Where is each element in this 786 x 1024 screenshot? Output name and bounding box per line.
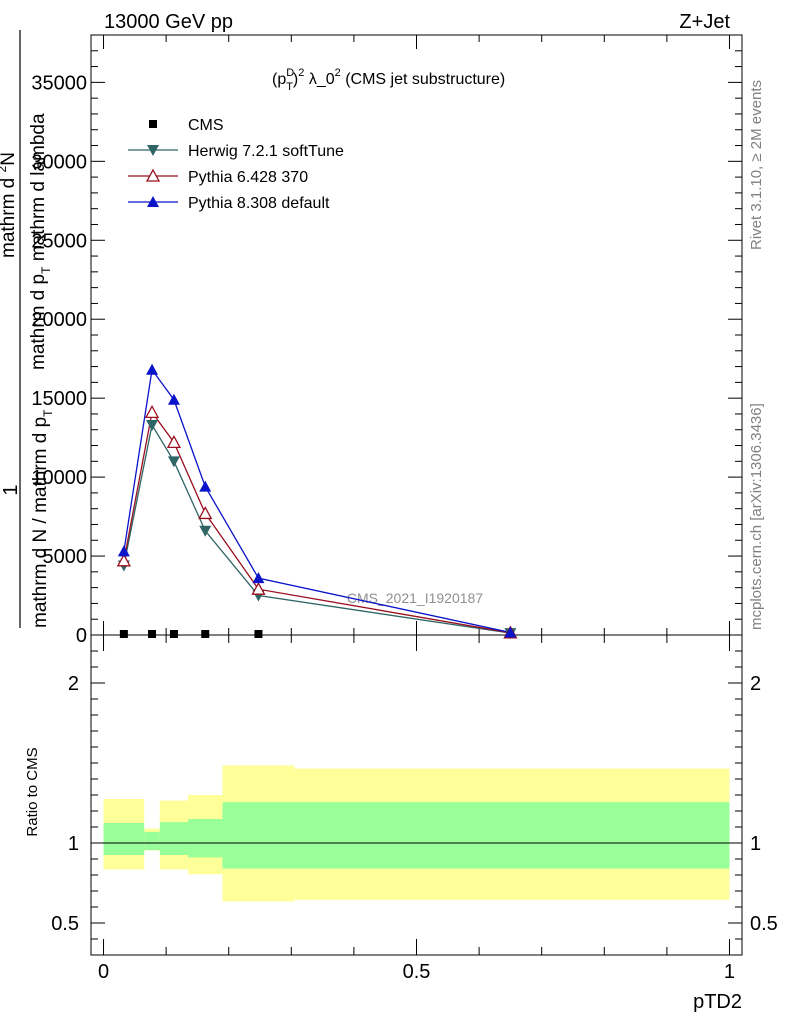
series-3-point [167,393,180,405]
main-y-tick-label: 25000 [31,230,87,252]
series-3-point [199,480,212,492]
header-left-label: 13000 GeV pp [104,11,233,33]
legend-marker-2 [145,168,161,182]
legend-marker-3 [147,196,159,207]
main-y-tick-label: 30000 [31,151,87,173]
ratio-y-tick-label-right: 0.5 [750,913,778,935]
x-axis-label: pTD2 [693,991,742,1013]
series-layer [116,363,518,640]
legend-label-3: Pythia 8.308 default [188,195,330,212]
series-0-point [119,630,128,638]
ratio-band-inner-1 [144,831,160,851]
rivet-version-label: Rivet 3.1.10, ≥ 2M events [748,80,765,250]
ratio-axis-ticks [91,635,742,955]
main-y-tick-label: 35000 [31,72,87,94]
mcplots-credit-label: mcplots.cern.ch [arXiv:1306.3436] [748,403,765,630]
series-3-point [252,572,265,584]
main-y-tick-label: 10000 [31,467,87,489]
y-label-one: 1 [0,484,22,495]
main-y-tick-label: 15000 [31,388,87,410]
series-3-point [117,545,130,557]
series-2-point [144,405,160,419]
ratio-bands [103,765,730,902]
series-2-point [198,506,213,520]
ratio-y-tick-label: 1 [68,833,79,855]
legend-label-2: Pythia 6.428 370 [188,169,308,186]
legend-label-1: Herwig 7.2.1 softTune [188,143,344,160]
series-3-point [504,626,517,638]
main-y-tick-label: 20000 [31,309,87,331]
main-y-tick-label: 0 [76,625,87,647]
y-label-numerator-bottom: mathrm d pT mathrm d lambda [28,113,53,370]
series-3-point [146,363,159,375]
legend-marker-1 [147,145,159,156]
main-y-tick-labels: 0 5000 10000 15000 20000 25000 30000 35000 [31,72,87,647]
ratio-x-tick-labels: 0 0.5 1 [98,961,735,983]
ratio-x-tick-label: 1 [724,961,735,983]
series-1-point [146,420,159,431]
ratio-band-inner-3 [188,819,223,858]
ratio-y-tick-labels: 0.5 0.5 1 1 2 2 [51,673,778,935]
legend-marker-0 [149,120,157,128]
series-line-3 [123,368,511,634]
main-y-tick-label: 5000 [43,546,88,568]
y-label-numerator-top: mathrm d 2N [0,152,19,258]
ratio-band-inner-5 [294,802,730,869]
analysis-watermark: CMS_2021_I1920187 [347,590,483,606]
plot-title: (pD T)2 λ_02 (CMS jet substructure) [272,67,505,93]
main-y-axis-label: 1 mathrm d N / mathrm d pT mathrm d 2N m… [0,30,55,628]
main-axis-ticks [91,34,742,636]
series-0-point [169,630,178,638]
ratio-band-inner-0 [103,823,145,855]
ratio-band-inner-2 [159,822,189,855]
series-0-point [254,630,263,638]
series-0-point [148,630,157,638]
ratio-y-axis-label: Ratio to CMS [24,747,41,836]
series-0-point [201,630,210,638]
series-line-1 [123,423,511,634]
ratio-band-inner-4 [222,802,295,869]
series-1-point [167,456,180,468]
series-1-point [199,525,212,537]
series-2-point [251,581,266,595]
series-line-2 [123,410,511,634]
ratio-y-tick-label: 2 [68,673,79,695]
legend: CMS Herwig 7.2.1 softTune Pythia 6.428 370… [128,117,344,212]
series-2-point [166,435,182,449]
ratio-y-tick-label-right: 1 [750,833,761,855]
ratio-y-tick-label: 0.5 [51,913,79,935]
y-label-denominator: mathrm d N / mathrm d pT [30,409,55,628]
ratio-y-tick-label-right: 2 [750,673,761,695]
ratio-x-tick-label: 0.5 [403,961,431,983]
header-right-label: Z+Jet [679,11,730,33]
series-2-point [116,553,131,567]
legend-label-0: CMS [188,117,224,134]
ratio-x-tick-label: 0 [98,961,109,983]
